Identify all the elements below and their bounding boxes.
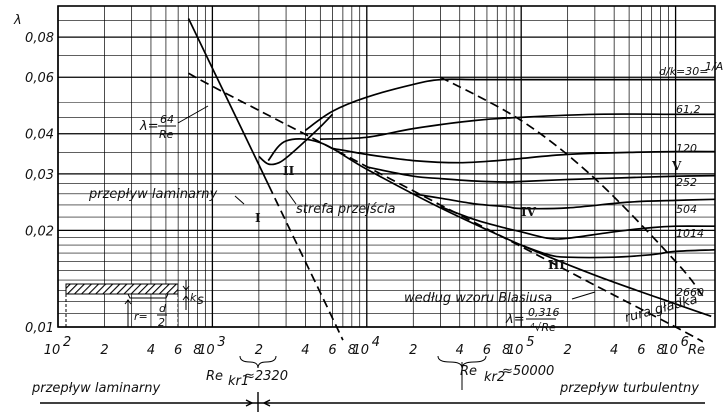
x-tick-label: 2: [409, 343, 417, 358]
x-tick-label: 8: [656, 343, 664, 358]
svg-text:kr1: kr1: [228, 374, 249, 389]
svg-text:64: 64: [160, 113, 174, 126]
series-rough_61: [320, 113, 715, 140]
x-tick-label: 4: [610, 343, 618, 358]
x-tick-exponent: 3: [217, 335, 225, 350]
region-ii-label: II: [283, 164, 295, 178]
series-rough_1014: [440, 205, 716, 240]
plot-frame: [57, 5, 716, 328]
y-tick-label: 0,06: [25, 71, 54, 86]
svg-text:λ=: λ=: [505, 312, 525, 327]
y-tick-label: 0,02: [25, 224, 54, 239]
re-kr2-marker: Re kr2 ≈50000: [437, 355, 554, 390]
svg-text:2: 2: [158, 316, 165, 329]
pipe-roughness-sketch: k s r= d 2: [65, 280, 204, 329]
laminar-flow-label: przepływ laminarny: [88, 187, 218, 202]
series-blasius: [188, 72, 704, 343]
x-tick-label: 10: [198, 343, 215, 358]
smooth-pipe-label: rura gładka: [623, 292, 699, 326]
x-tick-exponent: 2: [63, 335, 71, 350]
curve-label-61: 61,2: [676, 103, 701, 116]
flow-regime-strip: przepływ laminarny przepływ turbulentny: [31, 381, 705, 412]
series-rough_252: [366, 166, 716, 183]
curve-label-504: 504: [676, 203, 697, 216]
x-tick-label: 4: [456, 343, 464, 358]
y-tick-label: 0,01: [25, 321, 54, 336]
x-tick-label: 4: [147, 343, 155, 358]
svg-text:≈2320: ≈2320: [244, 369, 288, 384]
series-rough_2660: [520, 244, 716, 259]
series-fully_rough_boundary: [440, 76, 704, 297]
svg-text:⁴√Re: ⁴√Re: [530, 321, 556, 334]
laminar-formula: λ= 64 Re: [139, 105, 209, 141]
blasius-leader: [571, 291, 596, 300]
svg-text:d/k=30=: d/k=30=: [659, 65, 709, 78]
curve-label-30: d/k=30= 1/A: [659, 60, 723, 78]
svg-text:d: d: [159, 302, 167, 315]
region-v-label: V: [671, 159, 682, 173]
blasius-formula: λ= 0,316 ⁴√Re: [505, 306, 560, 334]
x-tick-exponent: 5: [526, 335, 534, 350]
x-tick-label: 10: [507, 343, 524, 358]
curve-label-120: 120: [676, 142, 697, 155]
bottom-laminar-label: przepływ laminarny: [31, 381, 161, 396]
re-kr1-marker: Re kr1 ≈2320: [206, 355, 288, 389]
svg-text:Re: Re: [460, 364, 477, 379]
bottom-turbulent-label: przepływ turbulentny: [559, 381, 699, 396]
x-tick-exponent: 4: [372, 335, 380, 350]
x-axis-label: Re: [688, 343, 705, 358]
curve-label-1014: 1014: [676, 227, 704, 240]
svg-text:Re: Re: [159, 128, 174, 141]
x-tick-label: 6: [174, 343, 182, 358]
series-smooth: [267, 138, 712, 318]
x-tick-label: 8: [193, 343, 201, 358]
series-laminar: [187, 18, 270, 186]
y-tick-label: 0,04: [25, 128, 54, 143]
region-iii-label: III: [548, 258, 565, 272]
svg-text:≈50000: ≈50000: [502, 364, 554, 379]
x-tick-label: 2: [255, 343, 263, 358]
svg-text:1/A: 1/A: [705, 60, 723, 73]
x-tick-label: 6: [328, 343, 336, 358]
x-tick-label: 4: [301, 343, 309, 358]
svg-text:Re: Re: [206, 369, 223, 384]
series-group: [187, 18, 716, 343]
laminar-flow-leader: [234, 195, 245, 205]
region-i-label: I: [255, 211, 261, 225]
y-tick-label: 0,08: [25, 31, 54, 46]
series-transition: [258, 113, 334, 166]
y-tick-label: 0,03: [25, 168, 54, 183]
x-tick-label: 2: [564, 343, 572, 358]
curve-label-252: 252: [676, 176, 697, 189]
transition-zone-label: strefa przejścia: [296, 202, 395, 217]
series-laminar_ext: [268, 185, 344, 341]
svg-text:k: k: [190, 291, 197, 304]
region-iv-label: IV: [521, 205, 537, 219]
svg-text:r=: r=: [134, 310, 148, 323]
x-tick-label: 8: [348, 343, 356, 358]
svg-text:λ=: λ=: [139, 119, 159, 134]
x-tick-label: 2: [100, 343, 108, 358]
x-tick-label: 10: [353, 343, 370, 358]
x-tick-label: 10: [661, 343, 678, 358]
curve-label-2660: 2660: [676, 286, 704, 299]
transition-zone-leader: [285, 189, 297, 205]
x-tick-label: 10: [44, 343, 61, 358]
blasius-label: według wzoru Blasiusa: [404, 291, 552, 306]
svg-text:s: s: [197, 293, 204, 308]
series-rough_30: [304, 78, 715, 131]
x-tick-label: 6: [637, 343, 645, 358]
x-tick-label: 6: [483, 343, 491, 358]
svg-text:0,316: 0,316: [528, 306, 560, 319]
svg-text:kr2: kr2: [484, 370, 505, 385]
y-axis-label: λ: [13, 13, 22, 28]
grid: [57, 5, 715, 328]
x-tick-label: 8: [502, 343, 510, 358]
series-rough_504: [413, 192, 716, 210]
x-tick-exponent: 6: [681, 335, 689, 350]
series-rough_120: [332, 147, 716, 164]
